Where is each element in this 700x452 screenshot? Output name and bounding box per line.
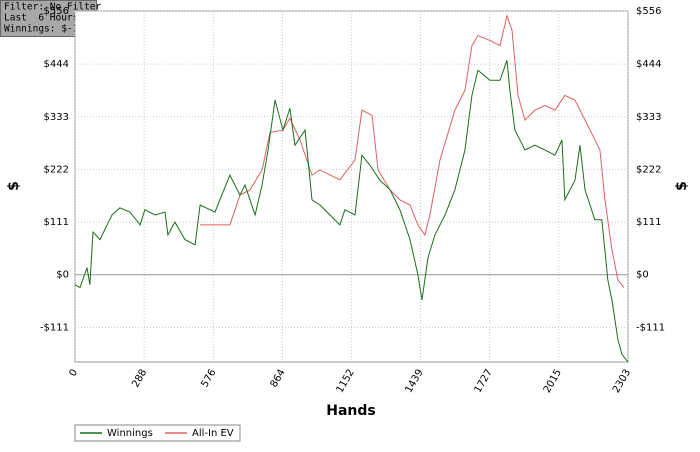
y-axis-label: $ [6,181,22,191]
line [74,60,629,363]
info-period: Last 6 Hours [4,13,78,24]
x-tick-label: 1439 [403,368,425,396]
x-tick-label: 2303 [611,368,633,396]
x-tick-label: 864 [269,368,288,390]
legend-label: Winnings [107,428,153,439]
y2-tick-label: $222 [636,164,661,175]
y2-axis-label: $ [674,181,690,191]
info-filter: Filter: No Filter [4,2,102,13]
info-winnings: Winnings: $-184.10 [4,24,107,35]
legend-label: All-In EV [192,428,234,439]
y2-tick-label: -$111 [636,322,665,333]
plot-area [74,10,629,363]
x-axis-label: Hands [326,403,376,419]
y-tick-label: $556 [44,6,69,17]
x-tick-label: 2015 [542,368,564,396]
y2-tick-label: $0 [636,270,649,281]
y-tick-label: -$111 [40,322,69,333]
x-tick-label: 576 [199,368,218,390]
y-tick-label: $0 [56,270,69,281]
y-tick-label: $222 [44,164,69,175]
y2-tick-label: $111 [636,217,661,228]
y-tick-label: $444 [44,59,69,70]
legend-box [74,424,241,442]
x-tick-label: 288 [130,368,149,390]
x-tick-label: 1727 [473,367,495,395]
x-tick-label: 0 [67,368,80,379]
y2-tick-label: $333 [636,112,661,123]
line [200,13,625,288]
y-tick-label: $111 [44,217,69,228]
x-tick-label: 1152 [335,368,357,396]
y2-tick-label: $444 [636,59,661,70]
y-tick-label: $333 [44,112,69,123]
y2-tick-label: $556 [636,6,661,17]
